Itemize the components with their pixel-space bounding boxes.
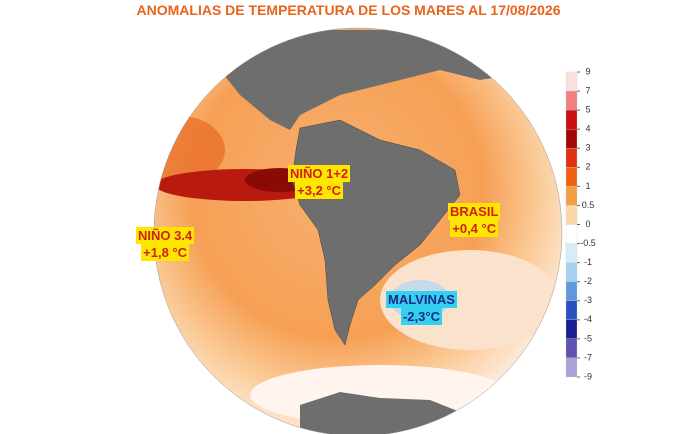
colorbar-segment [565, 109, 578, 130]
colorbar-tick-label: -3 [584, 295, 592, 305]
region-name: BRASIL [448, 203, 501, 220]
colorbar-tick-label: 2 [585, 162, 590, 172]
colorbar-segment [565, 90, 578, 111]
colorbar-segment [565, 224, 578, 244]
region-label: NIÑO 3.4 +1,8 °C [136, 227, 195, 261]
colorbar-tick-label: 0.5 [582, 200, 595, 210]
colorbar-segment [565, 71, 578, 92]
title: ANOMALIAS DE TEMPERATURA DE LOS MARES AL… [136, 2, 561, 18]
colorbar-segment [565, 167, 578, 187]
region-anomaly: +1,8 °C [141, 244, 190, 261]
region-name: NIÑO 3.4 [136, 227, 195, 244]
colorbar-tick-label: -9 [584, 371, 592, 381]
colorbar-tick-label: 1 [585, 181, 590, 191]
colorbar-tick-label: 0 [585, 219, 590, 229]
colorbar-segment [565, 319, 578, 340]
region-anomaly: +0,4 °C [450, 220, 499, 237]
region-name: MALVINAS [386, 291, 457, 308]
colorbar-tick-label: -4 [584, 314, 592, 324]
colorbar: 9 7 5 4 3 2 1 0.5 0 -0.5 -1 -2 -3 -4 -5 -7 -9 [565, 66, 596, 381]
colorbar-segment [565, 129, 578, 149]
colorbar-segment [565, 357, 578, 378]
colorbar-tick-label: -5 [584, 333, 592, 343]
colorbar-segment [565, 281, 578, 301]
region-label: NIÑO 1+2 +3,2 °C [288, 165, 351, 199]
region-anomaly: -2,3°C [400, 308, 442, 325]
colorbar-tick-label: -2 [584, 276, 592, 286]
colorbar-segment [565, 262, 578, 282]
colorbar-tick-label: 7 [585, 85, 590, 95]
colorbar-tick-label: 4 [585, 124, 590, 134]
colorbar-segment [565, 205, 578, 225]
region-label: BRASIL +0,4 °C [448, 203, 501, 237]
colorbar-tick-label: -0.5 [580, 238, 596, 248]
colorbar-segment [565, 338, 578, 359]
colorbar-segment [565, 186, 578, 206]
colorbar-segment [565, 300, 578, 320]
colorbar-tick-label: -7 [584, 352, 592, 362]
region-label: MALVINAS -2,3°C [386, 291, 457, 325]
colorbar-tick-label: 9 [585, 66, 590, 76]
region-anomaly: +3,2 °C [295, 182, 344, 199]
colorbar-tick-label: 5 [585, 105, 590, 115]
region-name: NIÑO 1+2 [288, 165, 351, 182]
colorbar-tick-label: -1 [584, 257, 592, 267]
colorbar-segment [565, 243, 578, 263]
colorbar-segment [565, 148, 578, 168]
colorbar-tick-label: 3 [585, 143, 590, 153]
